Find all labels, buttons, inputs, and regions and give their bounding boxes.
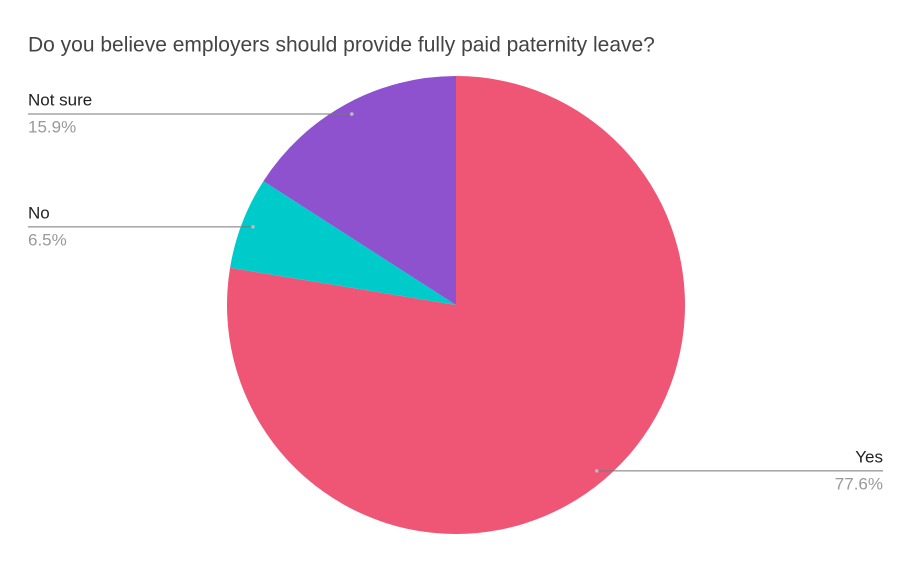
leader-dot (349, 112, 354, 116)
pie-slice (227, 76, 686, 534)
leader-dot (594, 469, 599, 473)
slice-value-label: 15.9% (28, 118, 76, 137)
slice-label: Yes (855, 447, 883, 466)
slice-value-label: 6.5% (28, 230, 67, 249)
pie-slice (230, 181, 456, 305)
slice-label: Not sure (28, 91, 92, 110)
slice-label: No (28, 203, 50, 222)
slice-value-label: 77.6% (835, 474, 883, 493)
leader-dot (251, 225, 255, 229)
pie-slice (263, 76, 456, 305)
chart-title: Do you believe employers should provide … (28, 34, 655, 57)
